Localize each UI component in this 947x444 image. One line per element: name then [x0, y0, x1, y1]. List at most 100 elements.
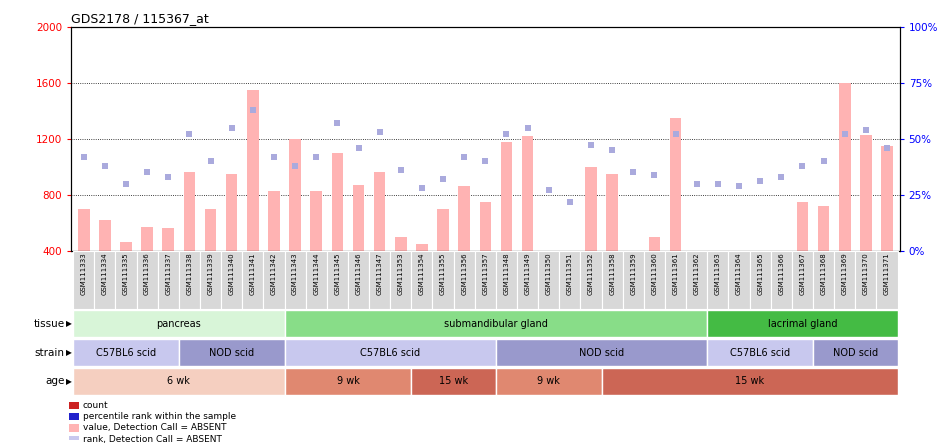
Bar: [411, 368, 496, 395]
Text: GSM111364: GSM111364: [736, 253, 742, 295]
Text: GSM111357: GSM111357: [482, 253, 489, 295]
Bar: [289, 139, 301, 307]
Text: GSM111358: GSM111358: [609, 253, 616, 295]
Text: GSM111347: GSM111347: [377, 253, 383, 295]
Bar: [311, 190, 322, 307]
Text: GSM111338: GSM111338: [187, 253, 192, 295]
Bar: [433, 251, 454, 309]
Point: [689, 180, 705, 187]
Text: tissue: tissue: [33, 319, 64, 329]
Bar: [860, 135, 871, 307]
Point: [266, 153, 281, 160]
Point: [731, 182, 746, 190]
Bar: [78, 209, 90, 307]
Point: [351, 144, 366, 151]
Point: [161, 173, 176, 180]
Bar: [792, 251, 813, 309]
Text: count: count: [83, 401, 109, 410]
Bar: [474, 251, 496, 309]
Bar: [263, 251, 284, 309]
Text: pancreas: pancreas: [156, 319, 201, 329]
Bar: [120, 242, 132, 307]
Text: GSM111359: GSM111359: [631, 253, 636, 295]
Text: submandibular gland: submandibular gland: [444, 319, 548, 329]
Text: 6 wk: 6 wk: [168, 377, 190, 386]
Bar: [73, 251, 95, 309]
Text: GSM111340: GSM111340: [228, 253, 235, 295]
Bar: [733, 258, 744, 307]
Text: GSM111349: GSM111349: [525, 253, 530, 295]
Text: GSM111368: GSM111368: [820, 253, 827, 295]
Bar: [158, 251, 179, 309]
Bar: [73, 310, 284, 337]
Bar: [818, 206, 830, 307]
Bar: [73, 339, 179, 366]
Bar: [691, 251, 703, 307]
Text: NOD scid: NOD scid: [832, 348, 878, 357]
Point: [753, 178, 768, 185]
Text: GSM111352: GSM111352: [588, 253, 594, 295]
Point: [224, 124, 240, 131]
Text: GSM111336: GSM111336: [144, 253, 151, 295]
Text: GSM111343: GSM111343: [292, 253, 298, 295]
Bar: [221, 251, 242, 309]
Bar: [184, 172, 195, 307]
Bar: [479, 202, 491, 307]
Text: GSM111346: GSM111346: [355, 253, 362, 295]
Bar: [628, 263, 639, 307]
Bar: [496, 251, 517, 309]
Text: GSM111344: GSM111344: [313, 253, 319, 295]
Bar: [141, 227, 152, 307]
Bar: [670, 118, 682, 307]
Point: [774, 173, 789, 180]
Bar: [242, 251, 263, 309]
Text: GSM111333: GSM111333: [80, 253, 87, 295]
Text: age: age: [45, 377, 64, 386]
Text: C57BL6 scid: C57BL6 scid: [730, 348, 790, 357]
Text: GSM111339: GSM111339: [207, 253, 213, 295]
Bar: [712, 258, 724, 307]
Text: GSM111371: GSM111371: [884, 253, 890, 295]
Text: strain: strain: [34, 348, 64, 357]
Bar: [205, 209, 216, 307]
Bar: [601, 251, 623, 309]
Text: ▶: ▶: [66, 348, 72, 357]
Bar: [813, 251, 834, 309]
Point: [626, 169, 641, 176]
Bar: [454, 251, 474, 309]
Text: lacrimal gland: lacrimal gland: [768, 319, 837, 329]
Bar: [284, 310, 707, 337]
Text: GSM111356: GSM111356: [461, 253, 467, 295]
Text: 9 wk: 9 wk: [537, 377, 561, 386]
Bar: [623, 251, 644, 309]
Bar: [179, 251, 200, 309]
Bar: [226, 174, 238, 307]
Bar: [728, 251, 750, 309]
Bar: [501, 142, 512, 307]
Bar: [390, 251, 411, 309]
Text: GSM111366: GSM111366: [778, 253, 784, 295]
Bar: [374, 172, 385, 307]
Bar: [560, 251, 581, 309]
Bar: [707, 310, 898, 337]
Bar: [649, 237, 660, 307]
Text: GSM111337: GSM111337: [166, 253, 171, 295]
Bar: [163, 229, 174, 307]
Bar: [665, 251, 687, 309]
Point: [647, 171, 662, 178]
Text: GSM111351: GSM111351: [567, 253, 573, 295]
Bar: [73, 368, 284, 395]
Text: value, Detection Call = ABSENT: value, Detection Call = ABSENT: [83, 424, 226, 432]
Bar: [601, 368, 898, 395]
Point: [393, 166, 408, 174]
Text: 9 wk: 9 wk: [336, 377, 359, 386]
Bar: [606, 174, 618, 307]
Text: GSM111345: GSM111345: [334, 253, 340, 295]
Text: GSM111365: GSM111365: [758, 253, 763, 295]
Point: [520, 124, 535, 131]
Bar: [496, 339, 707, 366]
Point: [203, 158, 218, 165]
Bar: [69, 424, 80, 432]
Bar: [771, 251, 792, 309]
Point: [710, 180, 725, 187]
